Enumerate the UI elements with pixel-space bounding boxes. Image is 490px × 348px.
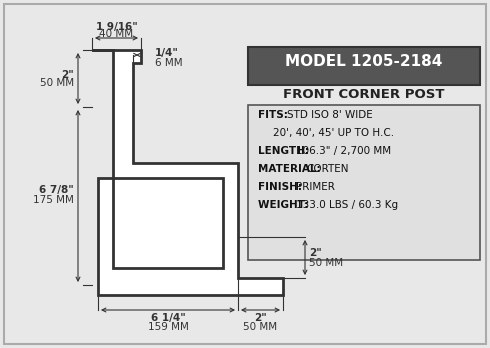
Text: 6 MM: 6 MM [155,58,183,68]
Text: WEIGHT:: WEIGHT: [258,200,312,210]
Text: LENGTH:: LENGTH: [258,146,313,156]
Text: 106.3" / 2,700 MM: 106.3" / 2,700 MM [296,146,392,156]
Text: 50 MM: 50 MM [40,79,74,88]
Text: PRIMER: PRIMER [296,182,335,192]
Text: FINISH:: FINISH: [258,182,306,192]
Text: MATERIAL:: MATERIAL: [258,164,324,174]
Text: 50 MM: 50 MM [309,258,343,268]
FancyBboxPatch shape [248,47,480,85]
Text: STD ISO 8' WIDE: STD ISO 8' WIDE [287,110,372,120]
FancyBboxPatch shape [248,105,480,260]
Text: 159 MM: 159 MM [147,322,189,332]
Text: FRONT CORNER POST: FRONT CORNER POST [283,88,445,102]
Text: FITS:: FITS: [258,110,292,120]
Text: 1 9/16": 1 9/16" [96,22,137,32]
Text: 40 MM: 40 MM [99,29,134,39]
Text: 6 7/8": 6 7/8" [39,185,74,195]
Polygon shape [92,50,283,295]
Text: 50 MM: 50 MM [244,322,277,332]
Text: MODEL 1205-2184: MODEL 1205-2184 [285,55,442,70]
Text: 2": 2" [61,70,74,79]
Text: 1/4": 1/4" [155,48,179,58]
Text: 20', 40', 45' UP TO H.C.: 20', 40', 45' UP TO H.C. [273,128,394,138]
Text: 133.0 LBS / 60.3 Kg: 133.0 LBS / 60.3 Kg [296,200,398,210]
Text: 175 MM: 175 MM [33,195,74,205]
Text: 2": 2" [254,313,267,323]
Text: 2": 2" [309,248,322,259]
Text: 6 1/4": 6 1/4" [150,313,185,323]
Text: CORTEN: CORTEN [306,164,348,174]
